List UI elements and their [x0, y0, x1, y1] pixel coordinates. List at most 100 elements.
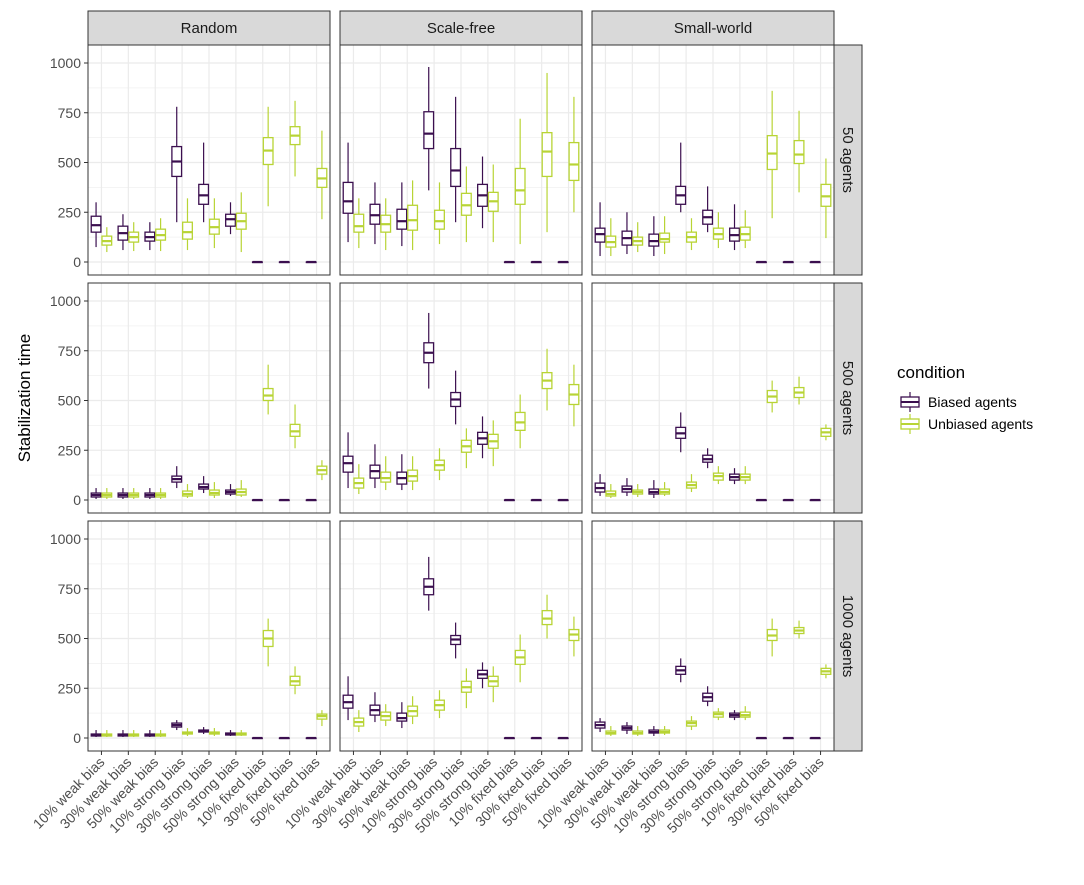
- y-tick-label: 1000: [50, 55, 81, 71]
- biased-box: [144, 730, 156, 738]
- biased-box: [117, 488, 129, 500]
- unbiased-box: [514, 118, 526, 245]
- biased-box: [305, 260, 317, 264]
- panel: [339, 520, 583, 752]
- unbiased-box: [632, 726, 644, 737]
- unbiased-box: [433, 690, 445, 719]
- unbiased-box: [632, 222, 644, 253]
- biased-box: [477, 416, 489, 459]
- column-strip: [591, 10, 835, 46]
- biased-box: [809, 736, 821, 740]
- unbiased-box: [712, 212, 724, 249]
- unbiased-box: [316, 130, 328, 220]
- unbiased-box: [605, 218, 617, 257]
- unbiased-box: [353, 198, 365, 249]
- biased-box: [477, 662, 489, 689]
- column-strip-label: Small-world: [674, 20, 752, 37]
- biased-box: [90, 730, 102, 738]
- y-tick-label: 0: [73, 730, 81, 746]
- unbiased-box: [739, 706, 751, 721]
- biased-box: [171, 106, 183, 223]
- biased-box: [729, 710, 741, 721]
- y-tick-label: 750: [58, 581, 82, 597]
- biased-box: [251, 498, 263, 502]
- unbiased-box: [820, 424, 832, 441]
- biased-box: [702, 686, 714, 707]
- legend: condition Biased agents Unbiased agents: [897, 363, 1033, 434]
- unbiased-box: [353, 710, 365, 733]
- unbiased-box: [514, 634, 526, 683]
- y-tick-label: 750: [58, 343, 82, 359]
- iqr-box: [568, 141, 580, 182]
- unbiased-box: [155, 488, 167, 500]
- row-strip: [833, 282, 863, 514]
- unbiased-box: [460, 668, 472, 709]
- biased-box: [342, 676, 354, 721]
- biased-box: [144, 222, 156, 251]
- panel-border: [339, 44, 583, 276]
- panel: [591, 520, 835, 752]
- biased-box: [755, 260, 767, 264]
- panel: [87, 282, 331, 514]
- iqr-box: [396, 208, 408, 230]
- row-strip-label: 500 agents: [839, 361, 856, 435]
- biased-box: [675, 142, 687, 213]
- biased-box: [450, 370, 462, 425]
- biased-box: [702, 448, 714, 469]
- row-strip-label: 1000 agents: [839, 595, 856, 678]
- unbiased-box: [208, 482, 220, 499]
- biased-box: [729, 204, 741, 251]
- unbiased-box: [793, 376, 805, 405]
- y-tick-label: 0: [73, 492, 81, 508]
- unbiased-box: [128, 730, 140, 738]
- biased-box: [809, 498, 821, 502]
- biased-box: [782, 498, 794, 502]
- panel-border: [339, 282, 583, 514]
- biased-box: [450, 622, 462, 659]
- unbiased-box: [407, 456, 419, 491]
- biased-box: [396, 182, 408, 247]
- biased-box: [621, 212, 633, 255]
- biased-box: [530, 736, 542, 740]
- unbiased-box: [659, 726, 671, 736]
- biased-box: [369, 692, 381, 723]
- unbiased-box: [685, 716, 697, 731]
- iqr-box: [407, 204, 419, 231]
- biased-box: [369, 182, 381, 245]
- unbiased-box: [289, 100, 301, 177]
- unbiased-box: [793, 110, 805, 193]
- unbiased-box: [820, 664, 832, 679]
- iqr-box: [342, 181, 354, 214]
- unbiased-box: [766, 618, 778, 657]
- unbiased-box: [433, 182, 445, 245]
- unbiased-box: [235, 730, 247, 737]
- iqr-box: [659, 232, 671, 243]
- biased-box: [648, 480, 660, 499]
- unbiased-box: [101, 488, 113, 500]
- biased-box: [557, 498, 569, 502]
- unbiased-box: [181, 198, 193, 251]
- y-tick-label: 500: [58, 631, 82, 647]
- unbiased-box: [316, 710, 328, 727]
- biased-box: [729, 468, 741, 485]
- panel-border: [591, 282, 835, 514]
- unbiased-box: [380, 198, 392, 251]
- unbiased-box: [766, 90, 778, 219]
- panel-border: [87, 44, 331, 276]
- column-strip-label: Random: [181, 20, 238, 37]
- biased-box: [503, 498, 515, 502]
- y-axis-title: Stabilization time: [15, 334, 34, 463]
- y-tick-label: 500: [58, 155, 82, 171]
- biased-box: [621, 478, 633, 497]
- biased-box: [755, 736, 767, 740]
- iqr-box: [423, 111, 435, 150]
- biased-box: [225, 202, 237, 235]
- biased-box: [782, 260, 794, 264]
- unbiased-box: [155, 730, 167, 738]
- y-tick-label: 0: [73, 254, 81, 270]
- biased-box: [477, 156, 489, 229]
- unbiased-box: [235, 192, 247, 253]
- unbiased-box: [685, 218, 697, 251]
- biased-box: [278, 498, 290, 502]
